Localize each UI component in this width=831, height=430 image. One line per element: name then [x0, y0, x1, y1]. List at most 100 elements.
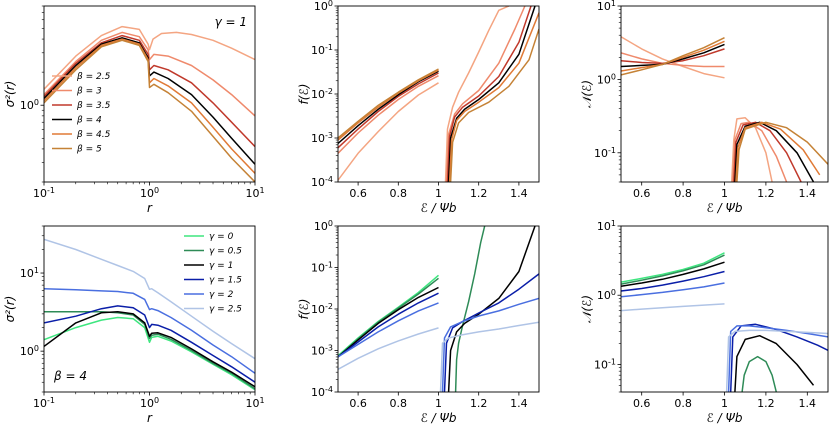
series-line-3-1	[447, 6, 536, 182]
series-line-1-0	[621, 254, 725, 285]
panel-annotation: γ = 1	[215, 15, 247, 29]
series-line-0-1	[730, 117, 773, 182]
x-tick-label: 1.2	[470, 187, 488, 200]
y-tick-label: 10-4	[311, 385, 333, 400]
panel-p11: 0.6 0.8 1 1.2 1.4 10-4 10-3 10-2 10-1 100 ℰ / Ψb f(…	[297, 219, 540, 425]
series-line-5-1	[439, 321, 539, 392]
series-line-4-1	[441, 297, 539, 392]
series-line-0-0	[44, 25, 255, 90]
series-line-4-1	[448, 12, 539, 182]
y-tick-label: 10-1	[594, 145, 616, 160]
y-tick-label: 100	[314, 0, 333, 13]
series-line-1-0	[44, 31, 255, 117]
x-tick-label: 0.8	[390, 187, 408, 200]
series-line-5-1	[449, 28, 539, 182]
series-group	[44, 25, 255, 182]
legend-label: β = 5	[76, 145, 102, 155]
x-tick-label: 1.2	[757, 187, 775, 200]
series-line-3-0	[44, 305, 255, 383]
x-tick-label: 1.4	[799, 187, 817, 200]
series-line-5-0	[44, 39, 255, 182]
series-line-0-0	[338, 82, 439, 181]
x-tick-label: 10-1	[33, 396, 55, 411]
x-tick-label: 1	[435, 397, 442, 410]
y-tick-label: 101	[20, 266, 39, 281]
series-line-4-1	[735, 121, 821, 182]
axes-frame	[43, 5, 256, 183]
y-axis-label: 𝒩(ℰ)	[580, 295, 594, 323]
series-line-5-0	[621, 303, 725, 312]
legend-label: γ = 2.5	[209, 305, 242, 315]
series-line-5-0	[338, 327, 439, 371]
y-tick-label: 100	[597, 288, 616, 303]
series-line-3-0	[621, 270, 725, 292]
series-line-3-0	[338, 292, 439, 358]
legend-label: β = 3.5	[76, 101, 111, 111]
x-axis-label: ℰ / Ψb	[707, 201, 743, 215]
series-group	[338, 6, 539, 182]
series-line-4-0	[621, 282, 725, 298]
legend: β = 2.5 β = 3 β = 3.5 β = 4 β = 4.5 β = 5	[52, 72, 111, 155]
legend-label: β = 3	[76, 87, 102, 97]
x-tick-label: 1	[721, 397, 728, 410]
series-line-2-0	[338, 286, 439, 358]
y-axis-label: f(ℰ)	[297, 84, 311, 105]
y-axis-label: 𝒩(ℰ)	[580, 80, 594, 108]
series-line-0-0	[621, 252, 725, 283]
x-axis-label: ℰ / Ψb	[421, 411, 457, 425]
series-group	[621, 252, 828, 392]
legend-label: γ = 1	[209, 261, 233, 271]
y-tick-label: 10-1	[311, 260, 333, 275]
series-line-2-1	[446, 6, 532, 182]
legend-label: γ = 1.5	[209, 276, 242, 286]
series-line-2-0	[44, 310, 255, 388]
y-tick-label: 100	[314, 219, 333, 234]
y-tick-label: 100	[597, 72, 616, 87]
y-tick-label: 101	[597, 219, 616, 234]
y-tick-label: 10-2	[311, 302, 333, 317]
axes-frame	[337, 225, 540, 393]
x-tick-label: 0.6	[633, 397, 651, 410]
x-tick-label: 0.6	[633, 187, 651, 200]
y-tick-label: 10-3	[311, 343, 333, 358]
x-tick-label: 0.8	[674, 397, 692, 410]
series-line-2-0	[338, 72, 439, 149]
series-line-1-1	[445, 6, 526, 182]
x-tick-label: 101	[245, 186, 264, 201]
x-tick-label: 1	[435, 187, 442, 200]
legend-label: β = 2.5	[76, 72, 111, 82]
series-line-1-0	[338, 75, 439, 154]
series-line-1-1	[741, 355, 778, 392]
series-line-5-1	[736, 121, 828, 182]
series-line-5-0	[338, 68, 439, 139]
y-tick-label: 10-4	[311, 175, 333, 190]
series-line-1-1	[454, 226, 486, 392]
x-tick-label: 0.8	[674, 187, 692, 200]
legend-label: γ = 0	[209, 232, 234, 242]
x-tick-label: 100	[140, 186, 159, 201]
y-tick-label: 100	[20, 98, 39, 113]
x-axis-label: r	[147, 411, 153, 425]
panel-annotation: β = 4	[53, 369, 87, 383]
x-axis-label: ℰ / Ψb	[421, 201, 457, 215]
series-group	[338, 226, 539, 392]
series-line-5-1	[725, 329, 828, 392]
y-axis-label: σ²(r)	[3, 81, 17, 108]
series-line-2-1	[734, 334, 815, 392]
x-tick-label: 1.4	[510, 187, 528, 200]
series-group	[621, 36, 828, 182]
axes-frame	[620, 5, 829, 183]
x-axis-label: ℰ / Ψb	[707, 411, 743, 425]
x-tick-label: 101	[245, 396, 264, 411]
y-axis-label: σ²(r)	[3, 296, 17, 323]
x-tick-label: 100	[140, 396, 159, 411]
y-tick-label: 10-2	[311, 87, 333, 102]
y-tick-label: 10-3	[311, 131, 333, 146]
x-tick-label: 1.2	[757, 397, 775, 410]
series-line-1-1	[732, 121, 788, 182]
y-tick-label: 100	[20, 344, 39, 359]
x-tick-label: 1.4	[510, 397, 528, 410]
